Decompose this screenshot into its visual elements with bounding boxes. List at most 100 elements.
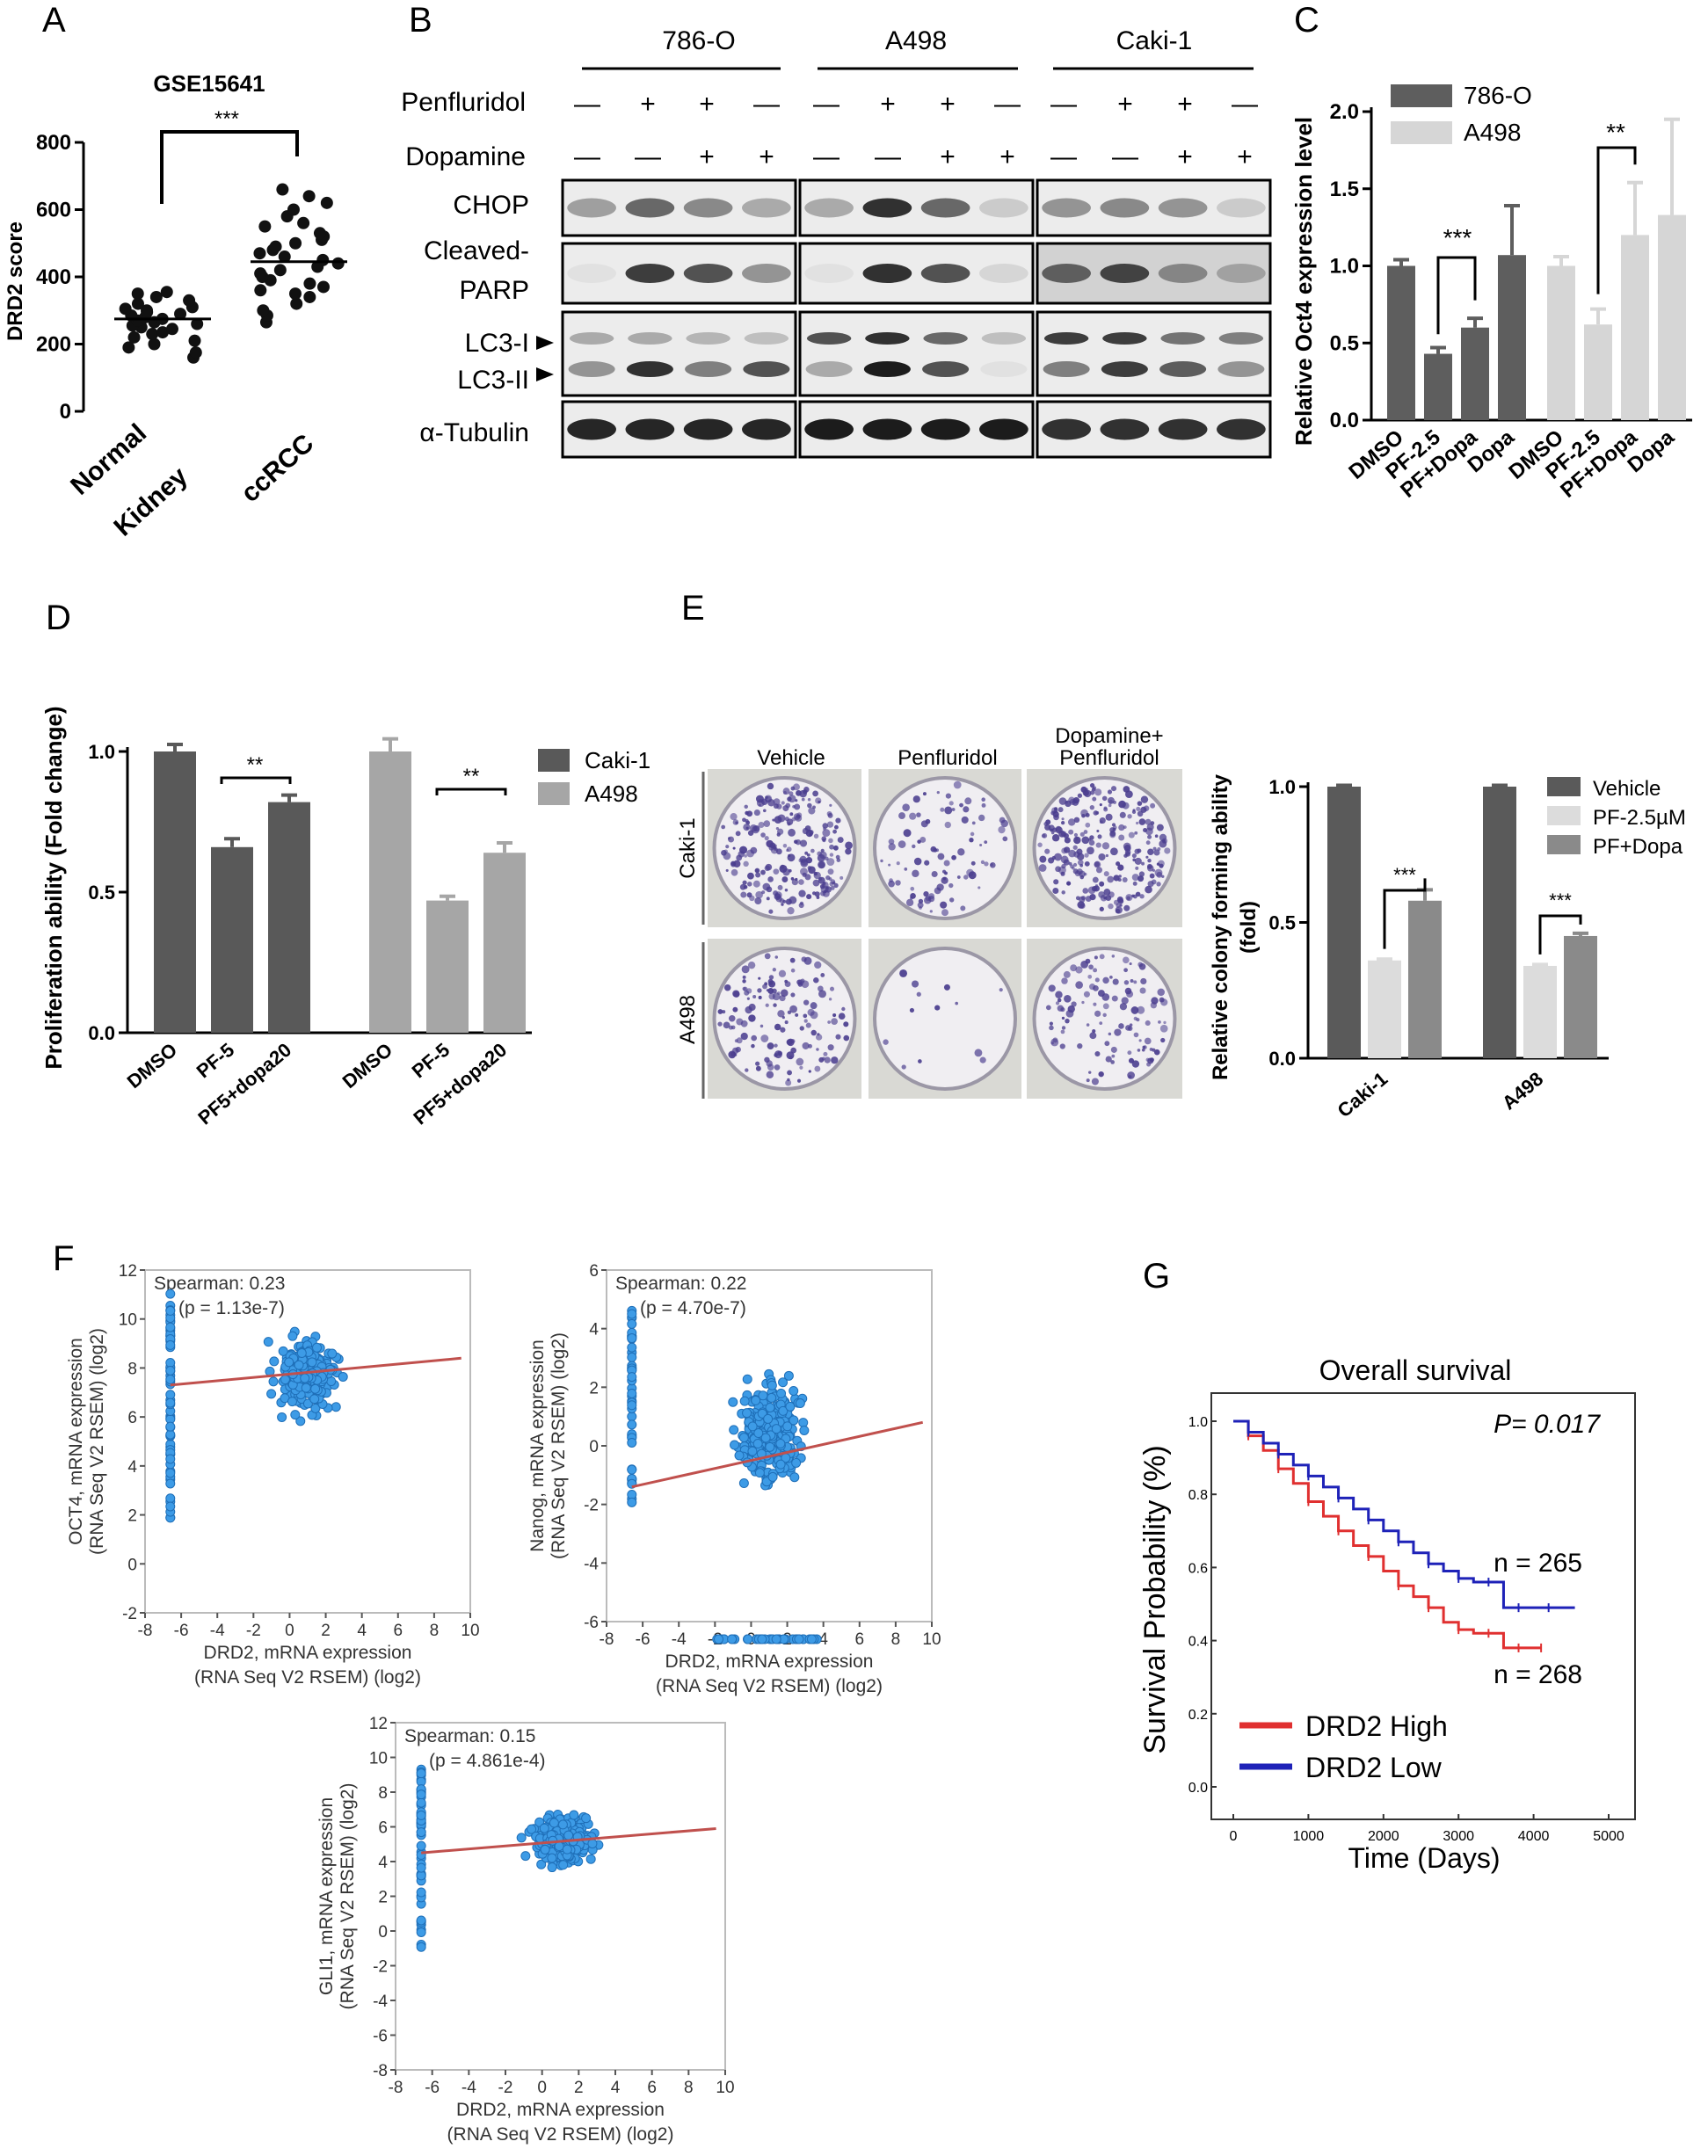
panel-a-point <box>316 280 330 294</box>
panel-b-western-blot: 786-O A498 Caki-1 Penfluridol Dopamine —… <box>401 26 1272 459</box>
blot-strips <box>561 178 1272 459</box>
panel-f2-point <box>734 1450 745 1461</box>
colony-dot <box>777 884 783 890</box>
colony-dot <box>717 1009 723 1014</box>
colony-dot <box>1138 871 1145 877</box>
colony-dot <box>843 1021 849 1027</box>
panel-a-point <box>273 264 287 277</box>
panel-f2-point <box>627 1333 637 1344</box>
panel-f1-point <box>266 1389 277 1399</box>
panel-f3-point <box>540 1844 550 1855</box>
colony-dot <box>1092 796 1097 802</box>
blot-band-lc3ii <box>743 361 790 377</box>
colony-dot <box>1119 811 1126 818</box>
blot-band-lc3i <box>744 332 789 345</box>
panel-f1-point <box>165 1365 176 1376</box>
panel-f3-point <box>416 1797 426 1808</box>
colony-dot <box>802 872 807 877</box>
panel-f3-xtick-label: 0 <box>537 2079 547 2097</box>
colony-dot <box>814 1065 821 1072</box>
colony-dot <box>978 886 981 889</box>
panel-e-ylabel-2: (fold) <box>1237 901 1261 954</box>
panel-f3-point <box>562 1844 572 1855</box>
panel-f3-point <box>516 1833 527 1843</box>
colony-dot <box>999 817 1006 824</box>
panel-c-legend-swatch <box>1391 121 1452 144</box>
colony-dot <box>806 853 810 857</box>
colony-dot <box>765 863 773 871</box>
colony-dot <box>944 821 951 829</box>
panel-f-oct4: -8 -6 -4 -2 0 2 4 6 8 10 -2 0 2 4 6 8 10 12 DRD2, mRNA exp… <box>66 1262 480 1688</box>
colony-dot <box>742 817 746 823</box>
panel-d-bar <box>268 802 310 1033</box>
colony-dot <box>920 820 928 828</box>
colony-dot <box>767 876 774 882</box>
colony-dot <box>1101 993 1110 1001</box>
blot-band <box>1042 198 1091 218</box>
panel-f1-xtick-label: -2 <box>246 1622 261 1640</box>
colony-dot <box>786 818 794 825</box>
panel-e-bar <box>1564 935 1597 1058</box>
panel-f3-point <box>581 1813 592 1824</box>
colony-dot <box>1075 837 1079 841</box>
colony-dot <box>1146 865 1154 872</box>
colony-dot <box>1151 879 1157 885</box>
colony-dot <box>1141 861 1145 866</box>
colony-dot <box>1053 814 1059 821</box>
panel-c-bar-chart: Relative Oct4 expression level 0.0 0.5 1.0… <box>1290 82 1692 503</box>
colony-dot <box>819 851 827 860</box>
blot-band-lc3ii <box>568 361 615 377</box>
colony-dot <box>1122 877 1128 882</box>
panel-g-ytick-label: 0.0 <box>1188 1781 1208 1796</box>
panel-f1-point <box>165 1468 176 1478</box>
colony-dot <box>1061 817 1065 821</box>
panel-c-sig-1: *** <box>1443 224 1472 251</box>
colony-dot <box>974 1049 983 1057</box>
colony-dot <box>957 848 965 856</box>
panel-letter-b: B <box>409 1 432 40</box>
blot-penfluridol-sign: — <box>1050 90 1077 119</box>
panel-d-bracket-2 <box>435 788 507 795</box>
colony-dot <box>1045 1005 1051 1011</box>
colony-dot <box>754 867 760 874</box>
colony-dot <box>808 1070 811 1073</box>
colony-dot <box>1064 837 1071 844</box>
panel-c-ytick-label: 2.0 <box>1330 100 1359 124</box>
panel-f2-point <box>627 1372 637 1383</box>
colony-dot <box>767 987 774 994</box>
colony-dot <box>746 997 750 1000</box>
panel-f2-point <box>789 1472 800 1483</box>
panel-f3-xlabel: DRD2, mRNA expression <box>456 2100 665 2120</box>
colony-well <box>1032 947 1177 1091</box>
colony-dot <box>1123 968 1128 973</box>
panel-f1-ytick-label: 12 <box>119 1262 137 1281</box>
panel-f1-point <box>269 1356 280 1367</box>
panel-d-xtick-label: DMSO <box>338 1039 397 1093</box>
colony-dot <box>1061 863 1066 869</box>
colony-dot <box>735 831 741 837</box>
panel-g-xtick-label: 1000 <box>1293 1829 1325 1844</box>
colony-dot <box>1149 873 1155 879</box>
colony-dot <box>1075 981 1083 989</box>
panel-a-point <box>288 287 302 301</box>
panel-f2-point <box>727 1634 738 1644</box>
colony-dot <box>824 1056 831 1063</box>
panel-f3-point <box>587 1839 598 1849</box>
colony-dot <box>1149 1047 1153 1051</box>
colony-dot <box>1050 828 1054 832</box>
colony-dot <box>753 824 760 832</box>
colony-dot <box>944 871 948 875</box>
panel-f1-title: Spearman: 0.23 <box>154 1274 285 1294</box>
colony-dot <box>730 813 738 821</box>
colony-dot <box>1080 896 1087 901</box>
panel-f2-point <box>765 1403 775 1413</box>
panel-f2-point <box>728 1397 738 1407</box>
colony-dot <box>1123 956 1130 964</box>
panel-f1-ytick-label: 4 <box>127 1458 137 1477</box>
panel-c-bar <box>1584 324 1612 420</box>
colony-dot <box>1115 908 1121 914</box>
colony-dot <box>1099 954 1105 960</box>
colony-dot <box>909 1007 914 1013</box>
colony-dot <box>746 892 752 898</box>
colony-dot <box>1044 848 1050 854</box>
